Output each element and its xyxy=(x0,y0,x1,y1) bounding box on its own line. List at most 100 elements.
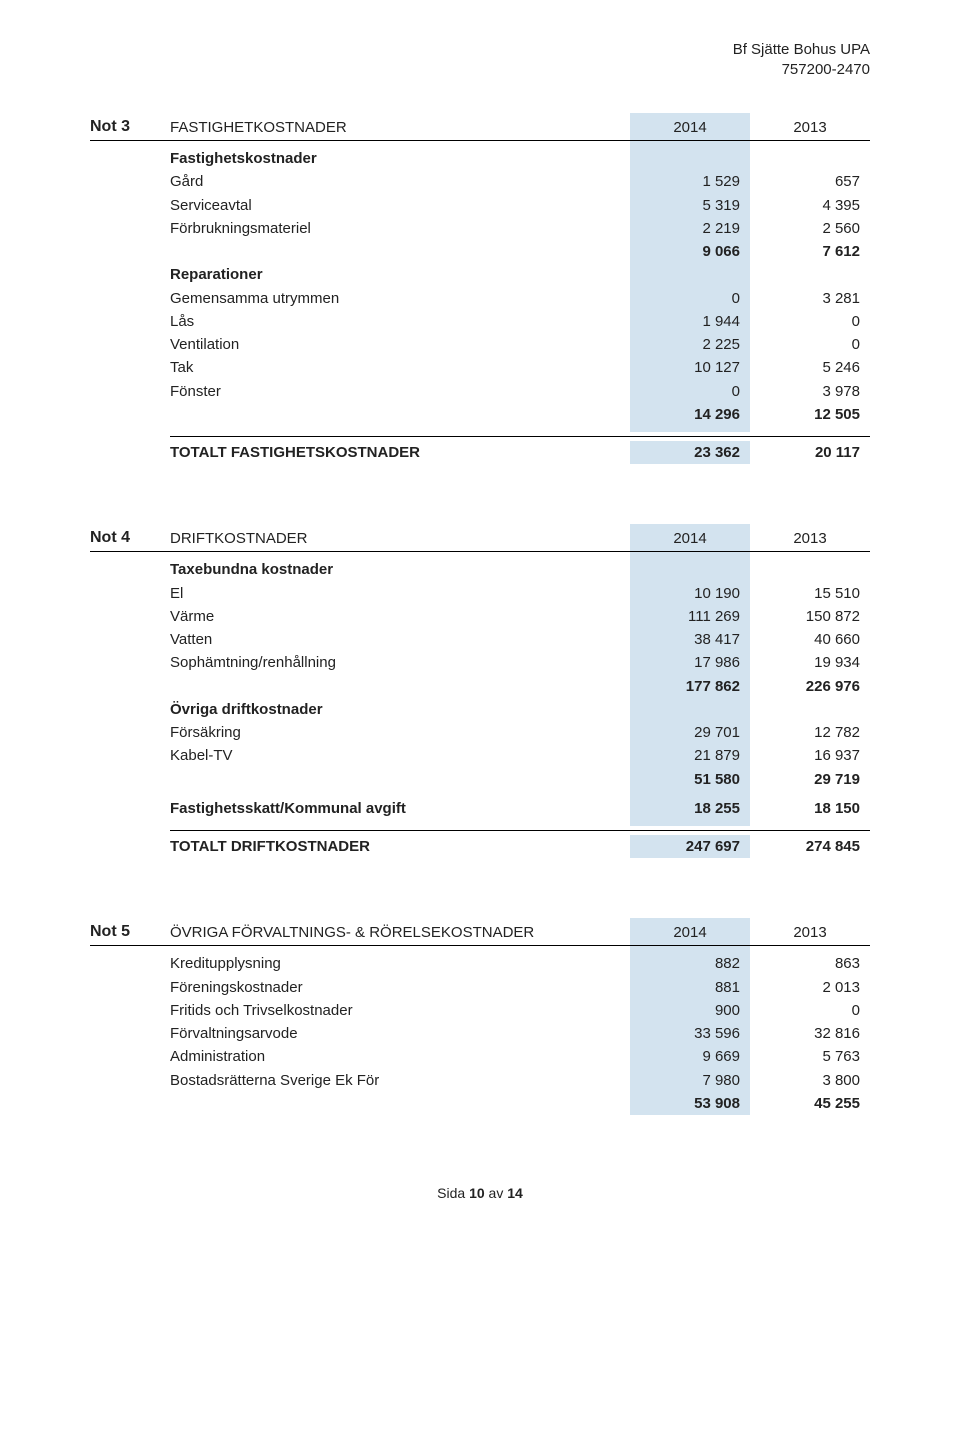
subtotal-label xyxy=(170,240,630,263)
subtotal-row: 51 58029 719 xyxy=(170,768,870,791)
note-head: Not 4DRIFTKOSTNADER20142013 xyxy=(90,524,870,552)
org-reg: 757200-2470 xyxy=(90,60,870,80)
table-row: Serviceavtal5 3194 395 xyxy=(170,194,870,217)
row-label: Tak xyxy=(170,356,630,379)
value-y1: 10 190 xyxy=(630,582,750,605)
cell xyxy=(750,558,870,581)
subtotal-y1: 53 908 xyxy=(630,1092,750,1115)
value-y2: 5 763 xyxy=(750,1045,870,1068)
row-label: Förvaltningsarvode xyxy=(170,1022,630,1045)
table-row: Sophämtning/renhållning17 98619 934 xyxy=(170,651,870,674)
value-y1: 2 219 xyxy=(630,217,750,240)
table-row: Förvaltningsarvode33 59632 816 xyxy=(170,1022,870,1045)
year-col-2: 2013 xyxy=(750,113,870,140)
footer-page: 10 xyxy=(469,1185,485,1201)
cell xyxy=(630,263,750,286)
value-y1: 17 986 xyxy=(630,651,750,674)
note-id: Not 4 xyxy=(90,529,170,551)
subtotal-y1: 51 580 xyxy=(630,768,750,791)
value-y1: 10 127 xyxy=(630,356,750,379)
row-label: Kreditupplysning xyxy=(170,952,630,975)
table-row: Förbrukningsmateriel2 2192 560 xyxy=(170,217,870,240)
row-label: Ventilation xyxy=(170,333,630,356)
row-label: Fritids och Trivselkostnader xyxy=(170,999,630,1022)
table-row: Bostadsrätterna Sverige Ek För7 9803 800 xyxy=(170,1069,870,1092)
group-head: Fastighetskostnader xyxy=(170,147,870,170)
row-label: Bostadsrätterna Sverige Ek För xyxy=(170,1069,630,1092)
value-y1: 882 xyxy=(630,952,750,975)
row-label: Värme xyxy=(170,605,630,628)
subtotal-row: 9 0667 612 xyxy=(170,240,870,263)
total-y1: 23 362 xyxy=(630,441,750,464)
subtotal-y2: 12 505 xyxy=(750,403,870,426)
row-label: Fönster xyxy=(170,380,630,403)
subtotal-y2: 226 976 xyxy=(750,675,870,698)
table-row: Kreditupplysning882863 xyxy=(170,952,870,975)
year-col-1: 2014 xyxy=(630,918,750,945)
subtotal-y1: 9 066 xyxy=(630,240,750,263)
total-label: TOTALT FASTIGHETSKOSTNADER xyxy=(170,441,630,464)
extra-y2: 18 150 xyxy=(750,797,870,820)
row-label: Gemensamma utrymmen xyxy=(170,287,630,310)
subtotal-row: 14 29612 505 xyxy=(170,403,870,426)
cell xyxy=(750,147,870,170)
table-row: Lås1 9440 xyxy=(170,310,870,333)
group-head-label: Reparationer xyxy=(170,263,630,286)
table-row: Gemensamma utrymmen03 281 xyxy=(170,287,870,310)
table-row: Kabel-TV21 87916 937 xyxy=(170,744,870,767)
year-col-1: 2014 xyxy=(630,524,750,551)
value-y1: 1 944 xyxy=(630,310,750,333)
document-header: Bf Sjätte Bohus UPA 757200-2470 xyxy=(90,40,870,79)
table-row: Tak10 1275 246 xyxy=(170,356,870,379)
cell xyxy=(630,147,750,170)
note-id: Not 5 xyxy=(90,923,170,945)
value-y2: 0 xyxy=(750,999,870,1022)
note-block: Not 4DRIFTKOSTNADER20142013Taxebundna ko… xyxy=(90,524,870,858)
note-id: Not 3 xyxy=(90,118,170,140)
subtotal-y2: 7 612 xyxy=(750,240,870,263)
value-y1: 900 xyxy=(630,999,750,1022)
table-row: Ventilation2 2250 xyxy=(170,333,870,356)
subtotal-label xyxy=(170,403,630,426)
year-columns: 20142013 xyxy=(630,524,870,551)
value-y1: 7 980 xyxy=(630,1069,750,1092)
value-y1: 21 879 xyxy=(630,744,750,767)
extra-row: Fastighetsskatt/Kommunal avgift18 25518 … xyxy=(170,797,870,820)
table-row: Vatten38 41740 660 xyxy=(170,628,870,651)
note-body: FastighetskostnaderGård1 529657Serviceav… xyxy=(90,141,870,464)
value-y1: 33 596 xyxy=(630,1022,750,1045)
value-y2: 0 xyxy=(750,333,870,356)
total-y2: 274 845 xyxy=(750,835,870,858)
value-y2: 3 978 xyxy=(750,380,870,403)
total-y1: 247 697 xyxy=(630,835,750,858)
value-y2: 0 xyxy=(750,310,870,333)
year-col-2: 2013 xyxy=(750,918,870,945)
value-y2: 40 660 xyxy=(750,628,870,651)
cell xyxy=(630,698,750,721)
subtotal-y2: 29 719 xyxy=(750,768,870,791)
row-label: Sophämtning/renhållning xyxy=(170,651,630,674)
value-y2: 2 013 xyxy=(750,976,870,999)
value-y1: 38 417 xyxy=(630,628,750,651)
table-row: Fritids och Trivselkostnader9000 xyxy=(170,999,870,1022)
row-label: Förbrukningsmateriel xyxy=(170,217,630,240)
year-columns: 20142013 xyxy=(630,918,870,945)
row-label: Kabel-TV xyxy=(170,744,630,767)
subtotal-y1: 14 296 xyxy=(630,403,750,426)
value-y2: 19 934 xyxy=(750,651,870,674)
total-label: TOTALT DRIFTKOSTNADER xyxy=(170,835,630,858)
value-y2: 3 281 xyxy=(750,287,870,310)
footer-suffix: av xyxy=(485,1185,508,1201)
year-col-2: 2013 xyxy=(750,524,870,551)
footer-total: 14 xyxy=(507,1185,523,1201)
note-title: FASTIGHETKOSTNADER xyxy=(170,119,630,140)
footer-prefix: Sida xyxy=(437,1185,469,1201)
table-row: El10 19015 510 xyxy=(170,582,870,605)
total-y2: 20 117 xyxy=(750,441,870,464)
value-y2: 863 xyxy=(750,952,870,975)
row-label: Gård xyxy=(170,170,630,193)
subtotal-row: 53 90845 255 xyxy=(170,1092,870,1115)
value-y1: 1 529 xyxy=(630,170,750,193)
group-head: Reparationer xyxy=(170,263,870,286)
extra-label: Fastighetsskatt/Kommunal avgift xyxy=(170,797,630,820)
